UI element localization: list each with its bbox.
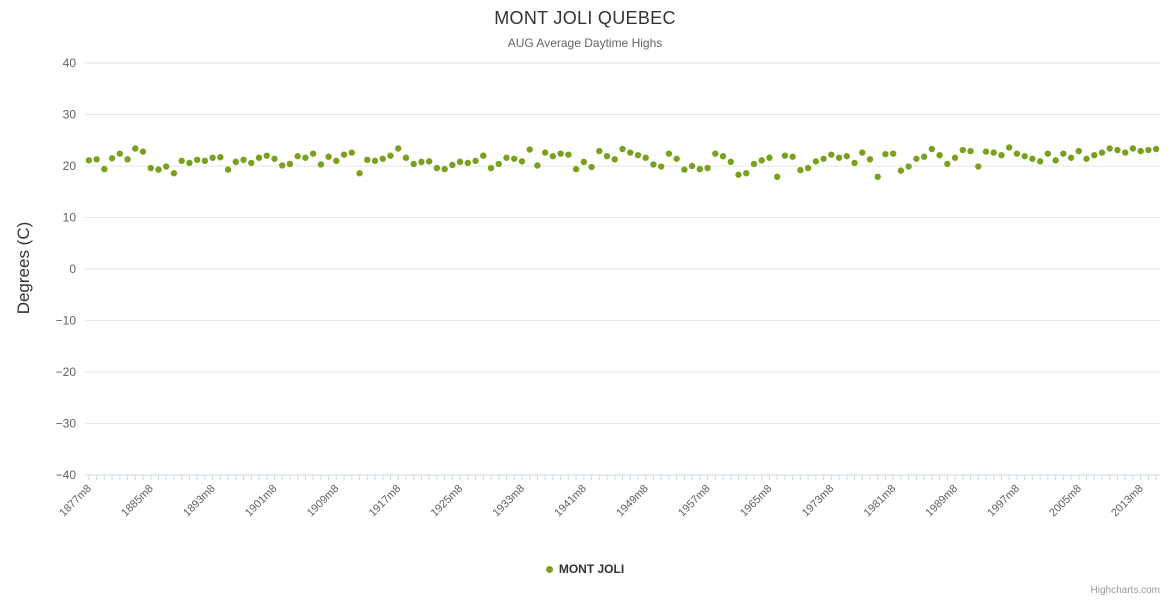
chart-title: MONT JOLI QUEBEC xyxy=(494,8,676,28)
svg-text:−10: −10 xyxy=(56,314,77,328)
highcharts-credits-link[interactable]: Highcharts.com xyxy=(1090,585,1160,596)
svg-text:0: 0 xyxy=(69,262,76,276)
svg-text:1957m8: 1957m8 xyxy=(676,483,713,520)
svg-text:1925m8: 1925m8 xyxy=(429,483,466,520)
svg-text:1893m8: 1893m8 xyxy=(181,483,218,520)
svg-text:1941m8: 1941m8 xyxy=(552,483,589,520)
chart-subtitle: AUG Average Daytime Highs xyxy=(507,36,663,50)
svg-text:1877m8: 1877m8 xyxy=(57,483,94,520)
svg-text:1965m8: 1965m8 xyxy=(738,483,775,520)
svg-text:30: 30 xyxy=(63,108,77,122)
legend[interactable]: MONT JOLI xyxy=(0,562,1170,576)
svg-text:−30: −30 xyxy=(56,417,77,431)
svg-text:1933m8: 1933m8 xyxy=(490,483,527,520)
svg-text:−20: −20 xyxy=(56,365,77,379)
svg-text:1901m8: 1901m8 xyxy=(243,483,280,520)
svg-text:1997m8: 1997m8 xyxy=(985,483,1022,520)
svg-text:1949m8: 1949m8 xyxy=(614,483,651,520)
svg-text:1885m8: 1885m8 xyxy=(119,483,156,520)
svg-text:1917m8: 1917m8 xyxy=(367,483,404,520)
svg-text:20: 20 xyxy=(63,159,77,173)
y-axis-title: Degrees (C) xyxy=(14,221,33,315)
scatter-plot: −40 −30 −20 −10 0 10 20 30 40 1877m8 1885m8 1893m8 1… xyxy=(56,56,1160,520)
legend-series-marker-icon xyxy=(545,565,553,573)
svg-text:2005m8: 2005m8 xyxy=(1047,483,1084,520)
svg-text:−40: −40 xyxy=(56,468,77,482)
svg-text:10: 10 xyxy=(63,211,77,225)
svg-text:40: 40 xyxy=(63,56,77,70)
svg-text:1981m8: 1981m8 xyxy=(862,483,899,520)
svg-text:2013m8: 2013m8 xyxy=(1109,483,1146,520)
legend-series-label: MONT JOLI xyxy=(558,562,625,576)
svg-text:1909m8: 1909m8 xyxy=(305,483,342,520)
svg-text:1973m8: 1973m8 xyxy=(800,483,837,520)
svg-text:1989m8: 1989m8 xyxy=(924,483,961,520)
